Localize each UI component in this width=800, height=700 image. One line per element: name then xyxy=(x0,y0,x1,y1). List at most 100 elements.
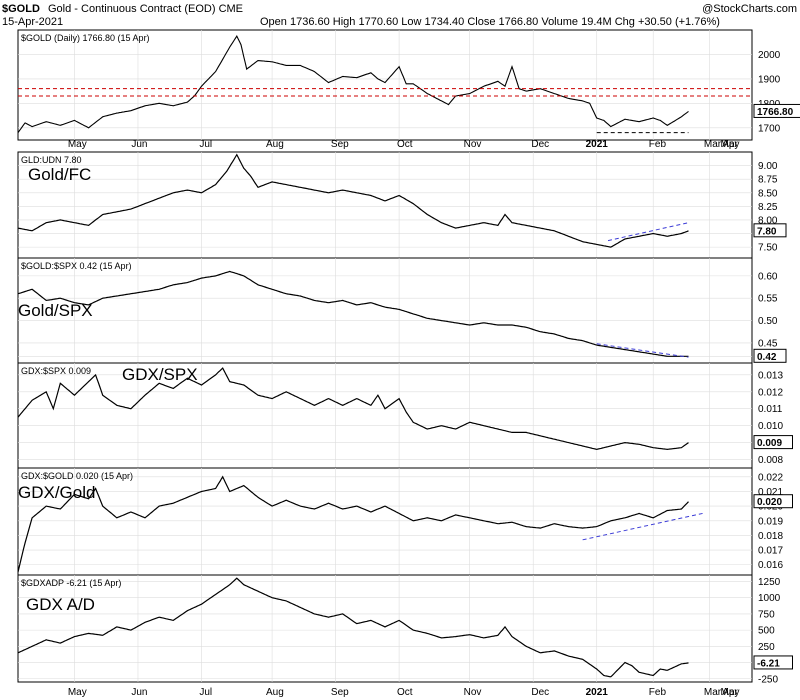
x-tick-label-bottom: Nov xyxy=(464,687,482,698)
x-tick-label-bottom: Sep xyxy=(331,687,349,698)
panel-2: 0.600.550.500.450.420.42$GOLD:$SPX 0.42 … xyxy=(17,257,787,364)
y-tick-label: 0.45 xyxy=(758,338,778,349)
last-value-box xyxy=(753,655,793,670)
panel-legend-label: $GOLD (Daily) 1766.80 (15 Apr) xyxy=(21,33,150,43)
x-tick-label-top: Sep xyxy=(331,139,349,150)
panel-legend-label: GLD:UDN 7.80 xyxy=(21,155,82,165)
y-tick-label: 0.018 xyxy=(758,531,783,542)
x-tick-label-bottom: 2021 xyxy=(586,687,609,698)
y-tick-label: 750 xyxy=(758,609,775,620)
panel-legend-label: $GDXADP -6.21 (15 Apr) xyxy=(21,578,121,588)
y-tick-label: 0.010 xyxy=(758,421,783,432)
panel-legend-label: $GOLD:$SPX 0.42 (15 Apr) xyxy=(21,261,132,271)
panel-3: 0.0130.0120.0110.0100.0090.0080.009GDX:$… xyxy=(17,362,793,469)
y-tick-label: 0.017 xyxy=(758,546,783,557)
y-tick-label: 8.25 xyxy=(758,202,778,213)
last-value-label: -6.21 xyxy=(757,658,780,669)
y-tick-label: 1000 xyxy=(758,593,781,604)
last-value-label: 0.020 xyxy=(757,497,782,508)
y-tick-label: 250 xyxy=(758,642,775,653)
last-value-label: 7.80 xyxy=(757,226,777,237)
last-value-box xyxy=(753,494,793,509)
y-tick-label: 0.55 xyxy=(758,294,778,305)
panel-frame xyxy=(17,29,753,141)
last-value-box xyxy=(753,348,787,363)
x-tick-label-bottom: May xyxy=(721,687,740,698)
x-tick-label-top: Mar xyxy=(704,139,722,150)
panel-title: Gold/FC xyxy=(28,165,91,184)
reference-line-blue xyxy=(582,512,703,541)
y-tick-label: 9.00 xyxy=(758,161,778,172)
symbol-title: $GOLD xyxy=(2,3,40,15)
x-tick-label-bottom: Mar xyxy=(704,687,722,698)
x-tick-label-top: Dec xyxy=(531,139,549,150)
y-tick-label: 0.008 xyxy=(758,455,783,466)
y-tick-label: 0.012 xyxy=(758,387,783,398)
x-tick-label-bottom: Apr xyxy=(722,687,738,698)
panel-1: 9.008.758.508.258.007.757.507.80GLD:UDN … xyxy=(17,151,787,259)
panel-4: 0.0220.0210.0200.0190.0180.0170.0160.020… xyxy=(17,467,793,576)
watermark-text: @StockCharts.com xyxy=(702,3,797,15)
x-tick-label-bottom: Jul xyxy=(199,687,212,698)
reference-line-blue xyxy=(596,343,689,358)
last-value-label: 0.009 xyxy=(757,438,782,449)
y-tick-label: 0.019 xyxy=(758,516,783,527)
x-axis-labels: May May Jun Jun Jul Jul Aug Aug Sep Sep Oct Oct Nov N… xyxy=(68,139,740,698)
y-tick-label: 0.50 xyxy=(758,316,778,327)
y-tick-label: 8.00 xyxy=(758,215,778,226)
panel-frame xyxy=(17,467,753,576)
x-tick-label-top: Aug xyxy=(266,139,284,150)
y-tick-label: 8.75 xyxy=(758,175,778,186)
panel-frame xyxy=(17,257,753,364)
last-value-box xyxy=(753,103,800,118)
y-tick-label: 2000 xyxy=(758,50,781,61)
chart-header: $GOLD Gold - Continuous Contract (EOD) C… xyxy=(2,3,797,28)
panels-layer: 20001900180017001766.80$GOLD (Daily) 176… xyxy=(17,29,800,685)
x-tick-label-top: Apr xyxy=(722,139,738,150)
y-tick-label: 0.022 xyxy=(758,472,783,483)
x-tick-label-bottom: Oct xyxy=(397,687,413,698)
x-tick-label-top: Jul xyxy=(199,139,212,150)
x-tick-label-top: Feb xyxy=(649,139,667,150)
panel-0: 20001900180017001766.80$GOLD (Daily) 176… xyxy=(17,29,800,141)
x-tick-label-top: Nov xyxy=(464,139,482,150)
reference-line-blue xyxy=(607,222,689,242)
x-tick-label-bottom: Aug xyxy=(266,687,284,698)
panel-title: GDX A/D xyxy=(26,595,95,614)
y-tick-label: 0.016 xyxy=(758,560,783,571)
x-tick-label-top: Jun xyxy=(131,139,147,150)
x-tick-label-top: May xyxy=(68,139,87,150)
panel-5: 125010007505002500-250-6.21$GDXADP -6.21… xyxy=(17,574,793,685)
panel-frame xyxy=(17,151,753,259)
x-tick-label-bottom: Dec xyxy=(531,687,549,698)
panel-frame xyxy=(17,574,753,683)
y-tick-label: -250 xyxy=(758,674,778,685)
panel-title: GDX/SPX xyxy=(122,365,198,384)
x-tick-label-top: Oct xyxy=(397,139,413,150)
series-line xyxy=(17,577,689,678)
y-tick-label: 0.60 xyxy=(758,271,778,282)
x-tick-label-top: May xyxy=(721,139,740,150)
ohlc-readout: Open 1736.60 High 1770.60 Low 1734.40 Cl… xyxy=(260,16,720,28)
y-tick-label: 1900 xyxy=(758,74,781,85)
panel-legend-label: GDX:$GOLD 0.020 (15 Apr) xyxy=(21,471,133,481)
x-tick-label-bottom: Feb xyxy=(649,687,667,698)
y-tick-label: 0.021 xyxy=(758,487,783,498)
x-tick-label-bottom: Jun xyxy=(131,687,147,698)
panel-title: GDX/Gold xyxy=(18,483,95,502)
y-tick-label: 0.011 xyxy=(758,404,783,415)
x-tick-label-top: 2021 xyxy=(586,139,609,150)
last-value-label: 0.42 xyxy=(757,352,777,363)
last-value-box xyxy=(753,223,787,238)
panel-legend-label: GDX:$SPX 0.009 xyxy=(21,366,91,376)
last-value-label: 1766.80 xyxy=(757,107,794,118)
series-line xyxy=(17,153,689,248)
series-line xyxy=(17,475,689,573)
y-tick-label: 0.013 xyxy=(758,370,783,381)
y-tick-label: 1700 xyxy=(758,123,781,134)
y-tick-label: 1250 xyxy=(758,577,781,588)
x-tick-label-bottom: May xyxy=(68,687,87,698)
symbol-description: Gold - Continuous Contract (EOD) CME xyxy=(48,3,243,15)
